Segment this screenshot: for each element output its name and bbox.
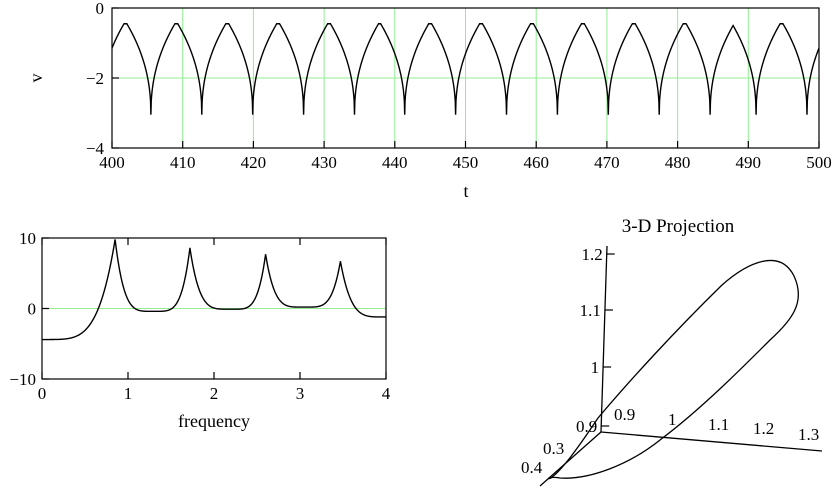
projection-right-tick-label: 1.1 [708,415,729,434]
frequency-y-tick-label: −10 [9,370,36,389]
time-series-x-axis-label: t [463,181,468,201]
frequency-y-ticks: 10 0 −10 [9,229,49,389]
frequency-x-tick-label: 2 [210,384,219,403]
projection-right-tick-label: 1.2 [753,419,774,438]
time-y-tick-label: −2 [86,69,104,88]
time-x-tick-label: 410 [170,153,196,172]
time-x-tick-label: 490 [736,153,762,172]
projection-left-tick-label: 0.3 [543,439,564,458]
time-x-tick-label: 450 [453,153,479,172]
projection-vertical-tick-label: 1.2 [581,245,602,264]
frequency-y-tick-label: 10 [19,229,36,248]
time-x-tick-label: 480 [665,153,691,172]
time-series-plot: 400 410 420 430 440 450 460 470 480 490 500 0−2−4 … [26,0,832,201]
projection-curve [547,259,799,480]
time-x-tick-label: 420 [241,153,267,172]
projection-title: 3-D Projection [622,216,735,237]
time-y-tick-label: −4 [86,139,105,158]
time-series-x-ticks: 400 410 420 430 440 450 460 470 480 490 500 [99,141,832,172]
time-y-tick-label: 0 [96,0,105,18]
frequency-x-tick-label: 0 [38,384,47,403]
time-x-tick-label: 500 [806,153,832,172]
projection-left-ticks: 0.30.4 [521,439,564,477]
time-x-tick-label: 440 [382,153,408,172]
projection-vertical-tick-label: 1 [591,358,600,377]
frequency-x-axis-label: frequency [178,411,250,431]
projection-right-tick-label: 0.9 [614,405,635,424]
time-x-tick-label: 430 [311,153,337,172]
frequency-x-ticks: 0 1 2 3 4 [38,238,391,403]
frequency-series-line [42,239,386,341]
projection-vertical-ticks: 1.2 1.1 1 0.9 [576,245,615,436]
frequency-x-tick-label: 3 [296,384,305,403]
time-x-tick-label: 460 [523,153,549,172]
frequency-x-tick-label: 4 [382,384,391,403]
projection-left-tick-label: 0.4 [521,458,543,477]
projection-vertical-axis [600,245,608,433]
time-x-tick-label: 470 [594,153,620,172]
projection-right-ticks: 0.9 1 1.1 1.2 1.3 [614,405,819,444]
frequency-x-tick-label: 1 [124,384,133,403]
time-series-y-axis-label: v [26,74,46,83]
time-series-y-ticks: 0 −2 −4 [86,0,119,158]
projection-3d-plot: 3-D Projection 1.21.110.9 0.9 1 1.1 1.2 1.3 … [521,216,823,487]
frequency-y-tick-label: 0 [28,300,37,319]
time-x-tick-label: 400 [99,153,125,172]
projection-right-tick-label: 1 [668,410,677,429]
projection-right-tick-label: 1.3 [798,425,819,444]
projection-vertical-tick-label: 1.1 [580,301,601,320]
projection-vertical-tick-label: 0.9 [576,417,597,436]
projection-right-axis [600,431,823,452]
projection-left-axis [539,431,602,487]
voltage-series-line [111,23,820,115]
